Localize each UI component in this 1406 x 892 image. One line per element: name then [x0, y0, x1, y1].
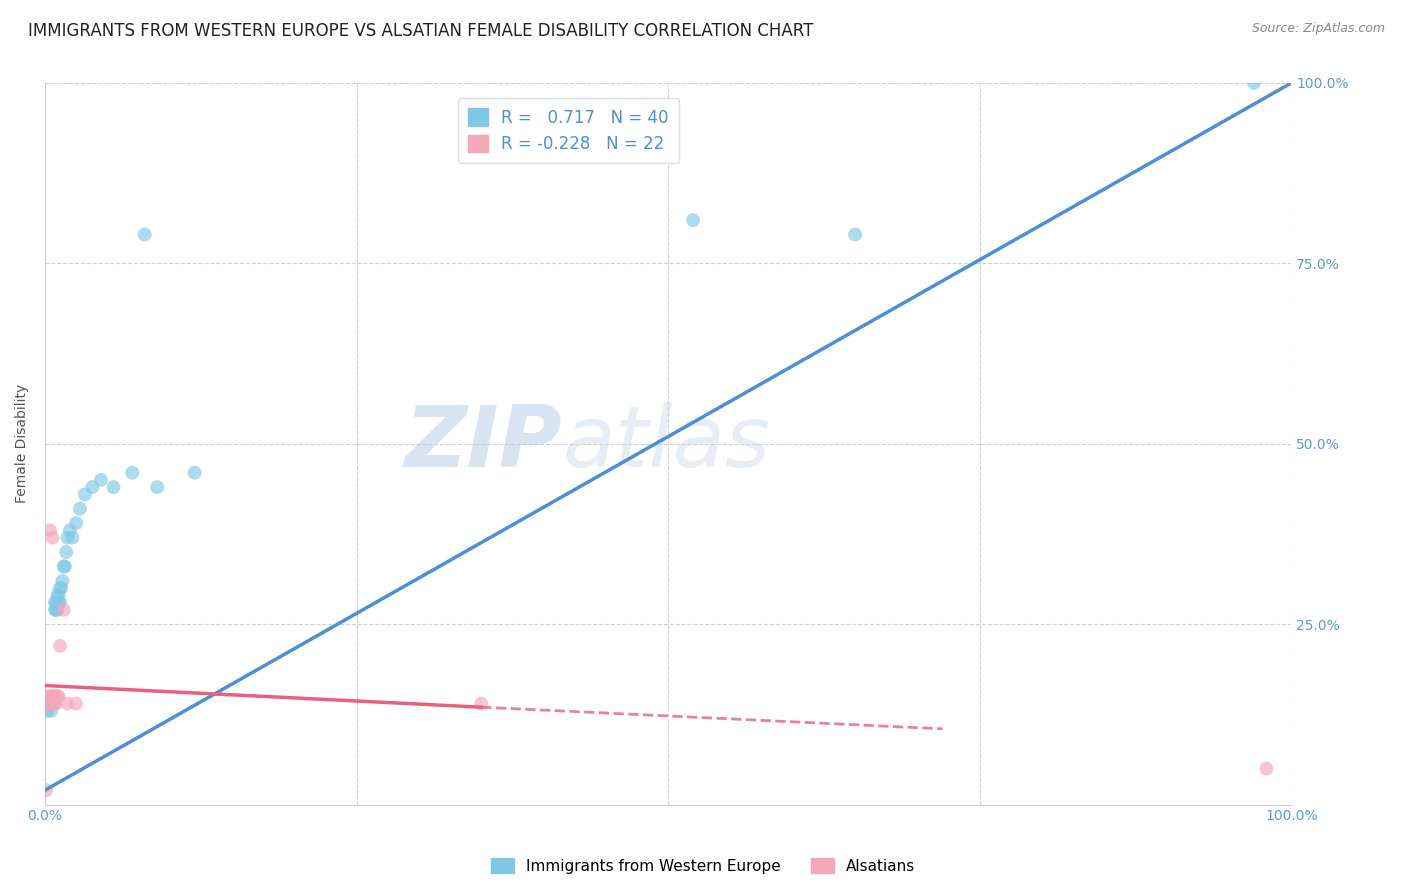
Point: [39, 524, 62, 538]
Point: [35, 783, 58, 797]
Point: [41, 697, 63, 711]
Point: [42, 697, 65, 711]
Point: [51, 574, 73, 588]
Point: [38, 697, 60, 711]
Point: [183, 466, 205, 480]
Point: [42, 690, 65, 704]
Point: [46, 690, 69, 704]
Point: [56, 697, 79, 711]
Text: Source: ZipAtlas.com: Source: ZipAtlas.com: [1251, 22, 1385, 36]
Text: ZIP: ZIP: [405, 402, 562, 485]
Point: [48, 588, 70, 602]
Point: [59, 524, 82, 538]
Point: [65, 516, 87, 531]
Point: [39, 697, 62, 711]
Point: [682, 213, 704, 227]
Point: [44, 603, 66, 617]
Point: [82, 480, 104, 494]
Point: [134, 227, 156, 242]
Point: [39, 697, 62, 711]
Point: [37, 704, 59, 718]
Point: [52, 559, 75, 574]
Point: [45, 603, 67, 617]
Point: [844, 227, 866, 242]
Legend: R =   0.717   N = 40, R = -0.228   N = 22: R = 0.717 N = 40, R = -0.228 N = 22: [458, 98, 679, 163]
Point: [53, 559, 76, 574]
Point: [48, 596, 70, 610]
Point: [39, 690, 62, 704]
Point: [39, 690, 62, 704]
Point: [45, 596, 67, 610]
Point: [55, 545, 77, 559]
Point: [1243, 76, 1265, 90]
Point: [39, 697, 62, 711]
Point: [146, 480, 169, 494]
Point: [103, 480, 125, 494]
Point: [41, 531, 63, 545]
Point: [39, 704, 62, 718]
Point: [44, 690, 66, 704]
Point: [49, 581, 72, 595]
Point: [90, 473, 112, 487]
Point: [52, 603, 75, 617]
Point: [46, 603, 69, 617]
Point: [45, 697, 67, 711]
Point: [42, 697, 65, 711]
Point: [49, 639, 72, 653]
Point: [121, 466, 143, 480]
Point: [69, 501, 91, 516]
Point: [46, 588, 69, 602]
Text: IMMIGRANTS FROM WESTERN EUROPE VS ALSATIAN FEMALE DISABILITY CORRELATION CHART: IMMIGRANTS FROM WESTERN EUROPE VS ALSATI…: [28, 22, 814, 40]
Point: [41, 690, 63, 704]
Point: [56, 531, 79, 545]
Point: [37, 697, 59, 711]
Point: [38, 697, 60, 711]
Legend: Immigrants from Western Europe, Alsatians: Immigrants from Western Europe, Alsatian…: [485, 852, 921, 880]
Point: [38, 690, 60, 704]
Point: [60, 531, 83, 545]
Point: [41, 690, 63, 704]
Point: [48, 690, 70, 704]
Text: atlas: atlas: [562, 402, 770, 485]
Point: [73, 487, 96, 501]
Point: [42, 690, 65, 704]
Point: [49, 596, 72, 610]
Y-axis label: Female Disability: Female Disability: [15, 384, 30, 503]
Point: [44, 596, 66, 610]
Point: [51, 581, 73, 595]
Point: [65, 697, 87, 711]
Point: [1256, 762, 1278, 776]
Point: [470, 697, 492, 711]
